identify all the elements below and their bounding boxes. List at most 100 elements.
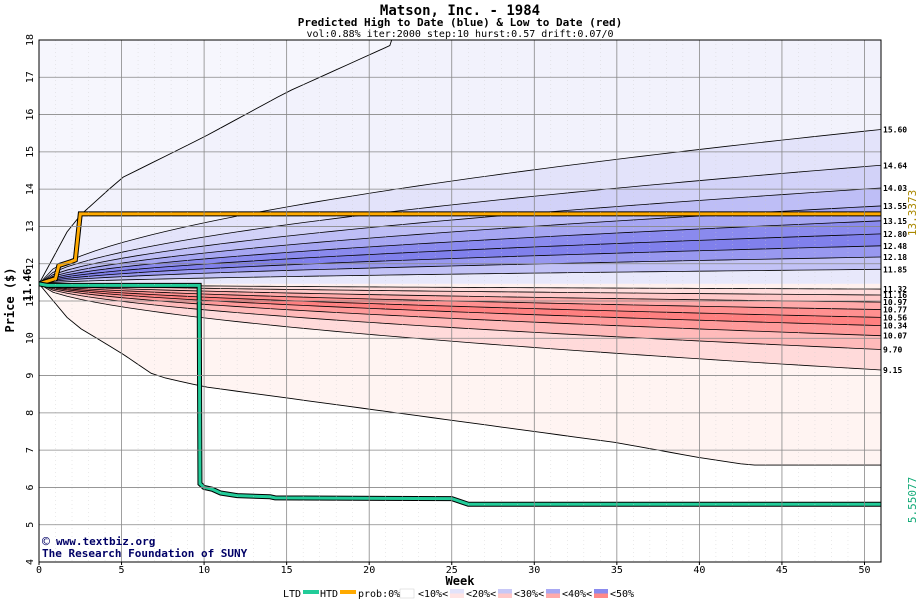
band-line-high-5 — [39, 233, 881, 285]
band-low-6 — [39, 283, 881, 336]
band-line-high-6 — [39, 245, 881, 285]
outer-high-line — [39, 40, 393, 285]
x-axis-label: Week — [446, 574, 476, 588]
band-line-low-2 — [39, 283, 881, 303]
band-low-0 — [39, 283, 881, 290]
band-low-7 — [39, 283, 881, 350]
y-tick-label: 7 — [25, 447, 36, 453]
legend-swatch-20-blue — [498, 589, 512, 594]
ltd-end-label: 5.55077 — [906, 477, 919, 523]
band-end-label: 10.07 — [883, 332, 907, 341]
x-tick-label: 15 — [281, 565, 293, 576]
band-high-6 — [39, 233, 881, 284]
band-high-9 — [39, 269, 881, 284]
band-high-0 — [39, 40, 881, 284]
band-line-high-1 — [39, 164, 881, 285]
band-high-5 — [39, 220, 881, 284]
legend: LTD HTD prob:0%< <10%< <20%< <30%< <40%<… — [283, 588, 634, 600]
band-end-label: 13.55 — [883, 202, 907, 211]
legend-swatch-40-blue — [594, 589, 608, 594]
legend-label-ltd: LTD — [283, 589, 301, 600]
band-high-7 — [39, 245, 881, 284]
band-line-high-2 — [39, 187, 881, 285]
legend-label-10: <10%< — [418, 589, 448, 600]
legend-swatch-htd — [340, 590, 356, 594]
legend-swatch-30-red — [546, 593, 560, 598]
band-end-label: 10.77 — [883, 306, 907, 315]
y-tick-label: 10 — [25, 332, 36, 344]
legend-label-prob: prob:0%< — [358, 589, 406, 600]
htd-end-label: 13.3373 — [906, 190, 919, 236]
legend-label-20: <20%< — [466, 589, 496, 600]
x-tick-label: 5 — [119, 565, 125, 576]
x-tick-label: 45 — [776, 565, 788, 576]
band-line-high-0 — [39, 129, 881, 285]
outer-low-line — [39, 283, 881, 466]
band-line-high-8 — [39, 268, 881, 285]
x-tick-label: 20 — [363, 565, 375, 576]
band-end-label: 10.34 — [883, 322, 907, 331]
series-line-htd — [39, 212, 881, 286]
legend-swatch-10-red — [450, 593, 464, 598]
band-end-label: 14.03 — [883, 184, 907, 193]
band-line-low-5 — [39, 283, 881, 327]
x-tick-label: 0 — [36, 565, 42, 576]
band-line-high-7 — [39, 256, 881, 285]
x-tick-label: 30 — [528, 565, 540, 576]
band-end-label: 11.16 — [883, 291, 907, 300]
y-axis-label: Price ($) — [3, 267, 17, 332]
y-tick-label: 15 — [25, 146, 36, 158]
axes: 0 5 10 15 20 25 30 35 40 45 5045678910111213141516… — [25, 34, 882, 576]
band-end-label: 15.60 — [883, 125, 907, 134]
legend-swatch-10-blue — [450, 589, 464, 594]
y-tick-label: 6 — [25, 484, 36, 490]
y-tick-label: 16 — [25, 109, 36, 121]
band-line-low-8 — [39, 283, 881, 371]
band-low-4 — [39, 283, 881, 318]
band-line-low-1 — [39, 283, 881, 296]
band-line-low-7 — [39, 283, 881, 350]
band-high-4 — [39, 205, 881, 284]
band-low-9 — [39, 283, 881, 466]
band-low-8 — [39, 283, 881, 370]
y-tick-label: 18 — [25, 34, 36, 46]
band-line-low-6 — [39, 283, 881, 337]
watermark-line2: The Research Foundation of SUNY — [42, 547, 248, 560]
x-tick-label: 35 — [611, 565, 623, 576]
band-end-label: 12.80 — [883, 230, 907, 239]
legend-swatch-20-red — [498, 593, 512, 598]
band-line-low-4 — [39, 283, 881, 318]
band-labels: 15.60 14.64 14.03 13.55 13.15 12.80 12.48 12.18… — [883, 125, 907, 374]
chart-params: vol:0.88% iter:2000 step:10 hurst:0.57 d… — [306, 29, 613, 40]
y-tick-label: 5 — [25, 522, 36, 528]
band-low-3 — [39, 283, 881, 310]
band-end-label: 13.15 — [883, 217, 907, 226]
band-end-label: 10.97 — [883, 298, 907, 307]
band-end-label: 14.64 — [883, 161, 907, 170]
band-end-label: 9.70 — [883, 345, 902, 354]
x-tick-label: 50 — [858, 565, 870, 576]
legend-label-50: <50% — [610, 589, 634, 600]
y-tick-label: 17 — [25, 71, 36, 83]
band-end-label: 11.32 — [883, 285, 907, 294]
legend-label-40: <40%< — [562, 589, 592, 600]
band-low-1 — [39, 283, 881, 296]
watermark-line1: www.textbiz.org — [56, 535, 155, 548]
x-tick-label: 40 — [693, 565, 705, 576]
band-low-2 — [39, 283, 881, 303]
y-tick-label: 12 — [25, 258, 36, 270]
watermark-copyright: © — [42, 535, 50, 550]
y-tick-label: 11 — [25, 295, 36, 307]
x-tick-label: 10 — [198, 565, 210, 576]
y-tick-label: 8 — [25, 410, 36, 416]
band-end-label: 12.18 — [883, 253, 907, 262]
plot-frame — [38, 39, 882, 563]
band-high-2 — [39, 165, 881, 284]
legend-swatch-ltd — [303, 590, 319, 594]
y-tick-label: 4 — [25, 559, 36, 565]
legend-label-30: <30%< — [514, 589, 544, 600]
chart-title: Matson, Inc. - 1984 — [380, 3, 540, 19]
start-price-label: 11.46 — [21, 268, 34, 301]
